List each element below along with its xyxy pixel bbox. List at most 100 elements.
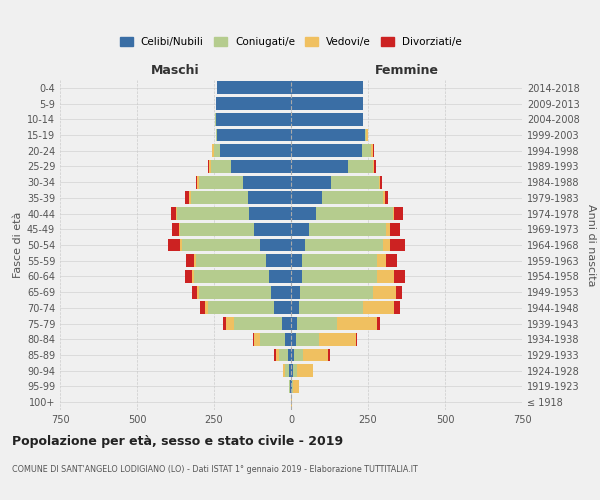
Bar (200, 302, 205, 314)
Bar (197, 286, 199, 298)
Bar (215, 128, 217, 141)
Bar (214, 144, 220, 157)
Bar (373, 144, 374, 157)
Bar (168, 238, 180, 252)
Bar (176, 207, 177, 220)
Bar (291, 160, 348, 173)
Bar (243, 176, 291, 188)
Text: Popolazione per età, sesso e stato civile - 2019: Popolazione per età, sesso e stato civil… (12, 435, 343, 448)
Bar (291, 192, 322, 204)
Bar (199, 176, 243, 188)
Bar (377, 254, 386, 267)
Bar (291, 82, 364, 94)
Bar (172, 223, 179, 235)
Bar (319, 333, 356, 345)
Bar (291, 348, 294, 362)
Bar (260, 238, 291, 252)
Y-axis label: Fasce di età: Fasce di età (13, 212, 23, 278)
Bar (190, 192, 191, 204)
Text: Maschi: Maschi (151, 64, 200, 76)
Bar (193, 270, 194, 283)
Bar (217, 82, 291, 94)
Bar (364, 302, 394, 314)
Bar (217, 128, 291, 141)
Bar (212, 144, 214, 157)
Bar (274, 348, 275, 362)
Bar (291, 207, 316, 220)
Legend: Celibi/Nubili, Coniugati/e, Vedovi/e, Divorziati/e: Celibi/Nubili, Coniugati/e, Vedovi/e, Di… (116, 32, 466, 51)
Bar (396, 286, 402, 298)
Bar (254, 223, 291, 235)
Bar (292, 380, 293, 393)
Bar (290, 380, 291, 393)
Bar (356, 333, 357, 345)
Text: Femmine: Femmine (374, 64, 439, 76)
Bar (271, 286, 291, 298)
Bar (386, 254, 397, 267)
Bar (289, 380, 290, 393)
Bar (291, 176, 331, 188)
Bar (291, 128, 365, 141)
Bar (220, 144, 291, 157)
Bar (199, 286, 271, 298)
Bar (373, 160, 374, 173)
Bar (285, 364, 289, 377)
Bar (291, 144, 362, 157)
Bar (205, 302, 208, 314)
Bar (171, 207, 176, 220)
Bar (291, 286, 300, 298)
Bar (331, 176, 379, 188)
Bar (197, 176, 199, 188)
Bar (260, 333, 285, 345)
Bar (328, 348, 329, 362)
Bar (385, 192, 388, 204)
Bar (191, 192, 248, 204)
Bar (266, 254, 291, 267)
Bar (208, 302, 274, 314)
Bar (291, 364, 293, 377)
Bar (291, 380, 292, 393)
Bar (305, 238, 383, 252)
Bar (250, 207, 291, 220)
Bar (373, 286, 396, 298)
Bar (179, 223, 180, 235)
Bar (299, 302, 364, 314)
Bar (371, 144, 373, 157)
Bar (300, 286, 373, 298)
Bar (177, 207, 250, 220)
Bar (394, 270, 405, 283)
Bar (186, 254, 194, 267)
Bar (194, 254, 196, 267)
Bar (291, 317, 297, 330)
Bar (215, 97, 291, 110)
Bar (291, 333, 296, 345)
Bar (380, 176, 382, 188)
Bar (196, 254, 266, 267)
Bar (383, 192, 385, 204)
Bar (274, 302, 291, 314)
Bar (294, 348, 304, 362)
Bar (310, 223, 386, 235)
Bar (254, 333, 260, 345)
Bar (278, 348, 288, 362)
Bar (377, 270, 394, 283)
Bar (377, 317, 380, 330)
Bar (392, 207, 394, 220)
Bar (182, 238, 260, 252)
Bar (348, 160, 373, 173)
Bar (291, 254, 302, 267)
Bar (289, 364, 291, 377)
Bar (291, 396, 292, 408)
Bar (302, 270, 377, 283)
Bar (302, 254, 377, 267)
Bar (180, 238, 182, 252)
Text: COMUNE DI SANT'ANGELO LODIGIANO (LO) - Dati ISTAT 1° gennaio 2019 - Elaborazione: COMUNE DI SANT'ANGELO LODIGIANO (LO) - D… (12, 465, 418, 474)
Bar (297, 364, 313, 377)
Bar (194, 270, 269, 283)
Bar (269, 270, 291, 283)
Bar (185, 270, 193, 283)
Bar (283, 364, 285, 377)
Bar (304, 348, 328, 362)
Bar (296, 333, 319, 345)
Bar (291, 97, 364, 110)
